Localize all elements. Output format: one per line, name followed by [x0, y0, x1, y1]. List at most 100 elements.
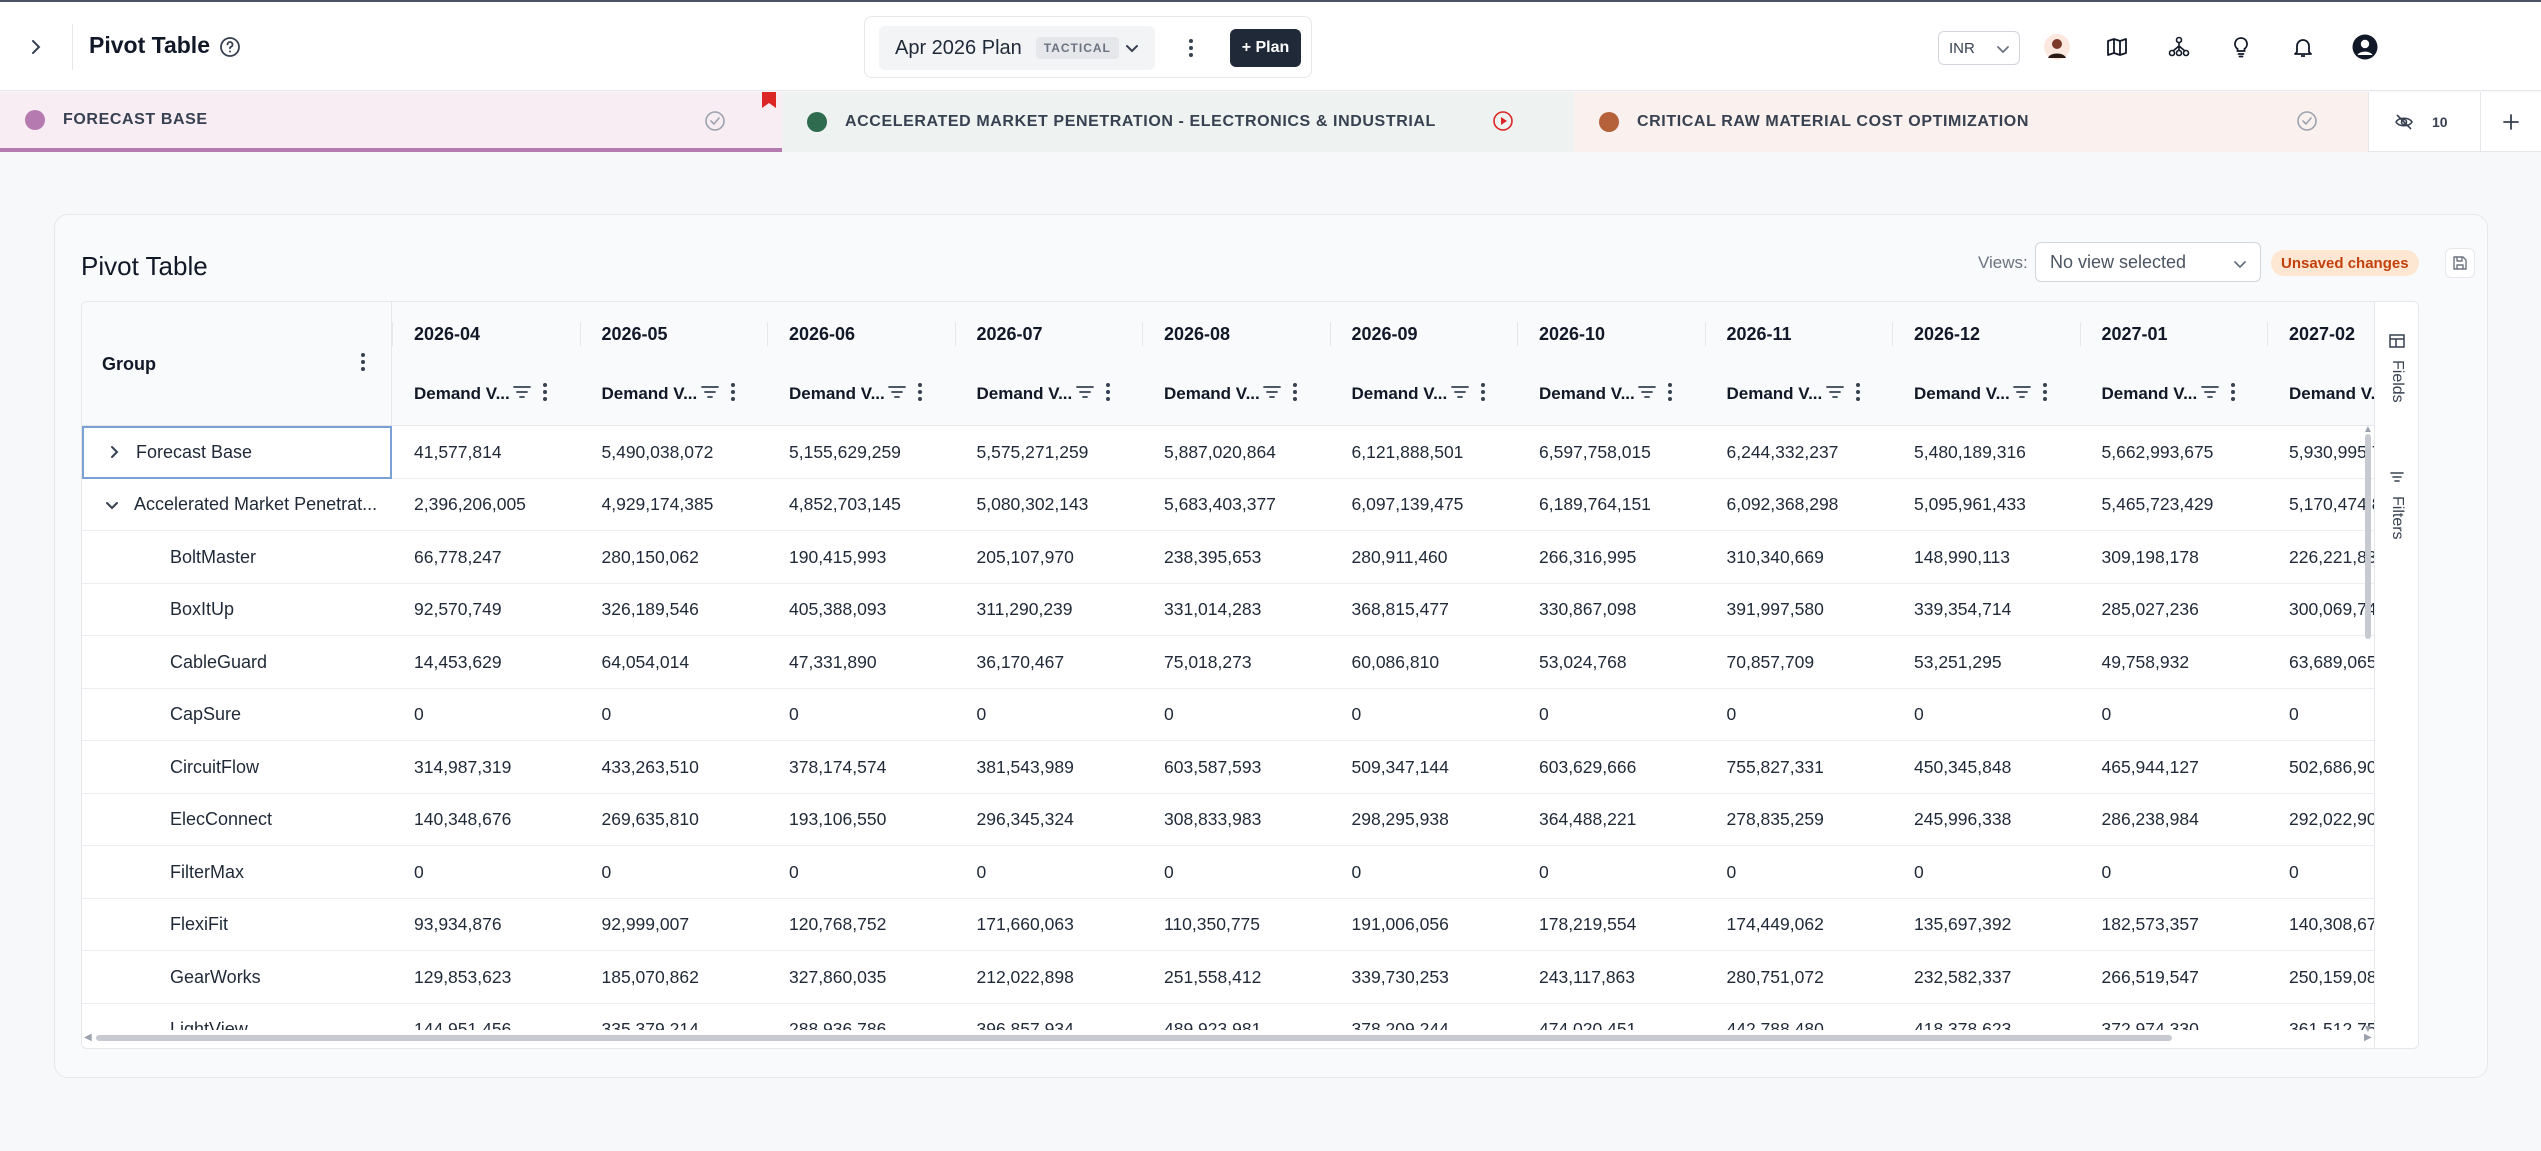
row-expander[interactable]: [98, 491, 126, 519]
value-cell[interactable]: 36,170,467: [976, 651, 1065, 672]
filter-icon[interactable]: [2012, 383, 2032, 401]
value-cell[interactable]: 327,860,035: [789, 966, 887, 987]
value-cell[interactable]: 64,054,014: [601, 651, 690, 672]
filter-icon[interactable]: [512, 383, 532, 401]
plan-dropdown[interactable]: Apr 2026 Plan TACTICAL: [879, 26, 1155, 70]
value-cell[interactable]: 0: [2289, 861, 2299, 882]
value-cell[interactable]: 308,833,983: [1164, 809, 1262, 830]
table-row[interactable]: Forecast Base 41,577,814 5,490,038,072 5,15…: [82, 426, 2418, 479]
more-vertical-icon[interactable]: [2042, 382, 2048, 402]
tab-forecast-base[interactable]: FORECAST BASE: [0, 92, 782, 152]
table-row[interactable]: CircuitFlow 314,987,319 433,263,510 378,174…: [82, 741, 2418, 794]
value-cell[interactable]: 5,155,629,259: [789, 441, 901, 462]
value-cell[interactable]: 330,867,098: [1539, 599, 1637, 620]
value-cell[interactable]: 92,570,749: [414, 599, 502, 620]
group-cell[interactable]: GearWorks: [82, 951, 392, 1004]
group-cell[interactable]: ElecConnect: [82, 794, 392, 847]
table-row[interactable]: Accelerated Market Penetrat... 2,396,206,…: [82, 479, 2418, 531]
value-cell[interactable]: 391,997,580: [1726, 599, 1824, 620]
value-cell[interactable]: 4,852,703,145: [789, 494, 901, 515]
value-cell[interactable]: 6,121,888,501: [1351, 441, 1464, 462]
more-vertical-icon[interactable]: [730, 382, 736, 402]
value-cell[interactable]: 5,465,723,429: [2101, 494, 2214, 515]
value-cell[interactable]: 49,758,932: [2101, 651, 2190, 672]
value-cell[interactable]: 148,990,113: [1914, 546, 2011, 567]
value-cell[interactable]: 178,219,554: [1539, 914, 1637, 935]
value-cell[interactable]: 368,815,477: [1351, 599, 1449, 620]
more-vertical-icon[interactable]: [1105, 382, 1111, 402]
tab-critical-raw-material-cost-optimization[interactable]: CRITICAL RAW MATERIAL COST OPTIMIZATION: [1574, 92, 2368, 152]
more-vertical-icon[interactable]: [1667, 382, 1673, 402]
value-cell[interactable]: 243,117,863: [1539, 966, 1636, 987]
value-cell[interactable]: 286,238,984: [2101, 809, 2199, 830]
value-cell[interactable]: 6,244,332,237: [1726, 441, 1839, 462]
plan-more-button[interactable]: [1177, 34, 1205, 62]
value-cell[interactable]: 755,827,331: [1726, 756, 1824, 777]
value-cell[interactable]: 140,348,676: [414, 809, 512, 830]
value-cell[interactable]: 66,778,247: [414, 546, 502, 567]
group-cell[interactable]: Forecast Base: [82, 426, 392, 479]
value-cell[interactable]: 226,221,831: [2289, 546, 2387, 567]
group-cell[interactable]: BoltMaster: [82, 531, 392, 584]
views-dropdown[interactable]: No view selected: [2035, 242, 2261, 282]
value-cell[interactable]: 0: [1351, 861, 1362, 882]
value-cell[interactable]: 266,519,547: [2101, 966, 2199, 987]
value-cell[interactable]: 6,097,139,475: [1351, 494, 1464, 515]
value-cell[interactable]: 191,006,056: [1351, 914, 1449, 935]
value-cell[interactable]: 339,354,714: [1914, 599, 2012, 620]
value-cell[interactable]: 310,340,669: [1726, 546, 1824, 567]
value-cell[interactable]: 232,582,337: [1914, 966, 2012, 987]
value-cell[interactable]: 296,345,324: [976, 809, 1074, 830]
value-cell[interactable]: 0: [414, 861, 424, 882]
value-cell[interactable]: 0: [1914, 861, 1924, 882]
table-row[interactable]: FlexiFit 93,934,876 92,999,007 120,768,752 1…: [82, 899, 2418, 952]
value-cell[interactable]: 339,730,253: [1351, 966, 1449, 987]
more-vertical-icon[interactable]: [917, 382, 923, 402]
value-cell[interactable]: 0: [1539, 704, 1549, 725]
value-cell[interactable]: 0: [2289, 704, 2299, 725]
value-cell[interactable]: 280,911,460: [1351, 546, 1448, 567]
value-cell[interactable]: 0: [1539, 861, 1549, 882]
value-cell[interactable]: 60,086,810: [1351, 651, 1440, 672]
value-cell[interactable]: 171,660,063: [976, 914, 1074, 935]
value-cell[interactable]: 0: [1351, 704, 1362, 725]
value-cell[interactable]: 174,449,062: [1726, 914, 1824, 935]
filter-icon[interactable]: [700, 383, 720, 401]
value-cell[interactable]: 298,295,938: [1351, 809, 1449, 830]
scroll-up-arrow[interactable]: ▲: [2363, 424, 2373, 435]
value-cell[interactable]: 75,018,273: [1164, 651, 1252, 672]
value-cell[interactable]: 193,106,550: [789, 809, 887, 830]
value-cell[interactable]: 364,488,221: [1539, 809, 1637, 830]
value-cell[interactable]: 2,396,206,005: [414, 494, 526, 515]
value-cell[interactable]: 381,543,989: [976, 756, 1074, 777]
filter-icon[interactable]: [2200, 383, 2220, 401]
filters-panel-button[interactable]: Filters: [2383, 468, 2411, 540]
value-cell[interactable]: 47,331,890: [789, 651, 877, 672]
vertical-scrollbar[interactable]: [2365, 434, 2371, 639]
group-cell[interactable]: BoxItUp: [82, 584, 392, 637]
group-cell[interactable]: FilterMax: [82, 846, 392, 899]
table-row[interactable]: BoxItUp 92,570,749 326,189,546 405,388,093 3…: [82, 584, 2418, 637]
group-cell[interactable]: FlexiFit: [82, 899, 392, 952]
group-cell[interactable]: CableGuard: [82, 636, 392, 689]
value-cell[interactable]: 53,024,768: [1539, 651, 1627, 672]
value-cell[interactable]: 6,597,758,015: [1539, 441, 1651, 462]
value-cell[interactable]: 250,159,080: [2289, 966, 2387, 987]
filter-icon[interactable]: [1825, 383, 1845, 401]
value-cell[interactable]: 92,999,007: [601, 914, 690, 935]
value-cell[interactable]: 185,070,862: [601, 966, 699, 987]
value-cell[interactable]: 6,189,764,151: [1539, 494, 1651, 515]
value-cell[interactable]: 5,480,189,316: [1914, 441, 2026, 462]
value-cell[interactable]: 93,934,876: [414, 914, 502, 935]
agent-avatar-button[interactable]: [2042, 32, 2072, 62]
table-row[interactable]: BoltMaster 66,778,247 280,150,062 190,415,9…: [82, 531, 2418, 584]
value-cell[interactable]: 4,929,174,385: [601, 494, 714, 515]
value-cell[interactable]: 309,198,178: [2101, 546, 2199, 567]
value-cell[interactable]: 0: [976, 704, 987, 725]
value-cell[interactable]: 5,170,474,823: [2289, 494, 2401, 515]
value-cell[interactable]: 269,635,810: [601, 809, 699, 830]
value-cell[interactable]: 135,697,392: [1914, 914, 2012, 935]
tab-accelerated-market-penetration[interactable]: ACCELERATED MARKET PENETRATION - ELECTRO…: [782, 92, 1574, 152]
help-button[interactable]: [218, 35, 242, 59]
value-cell[interactable]: 465,944,127: [2101, 756, 2199, 777]
